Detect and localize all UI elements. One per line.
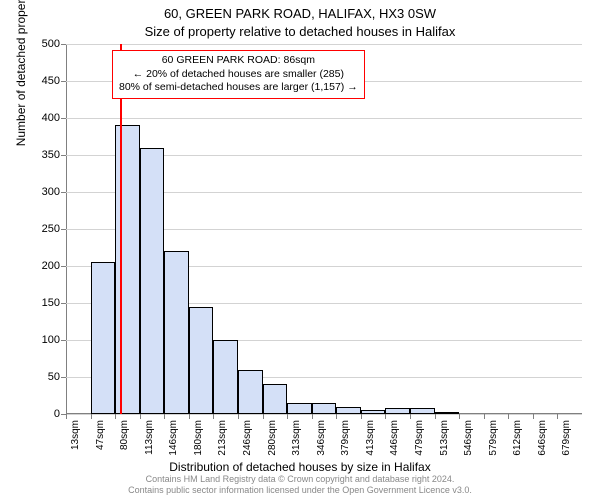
x-tick-mark bbox=[435, 414, 436, 419]
x-tick-label: 13sqm bbox=[70, 420, 81, 460]
y-tick-mark bbox=[61, 303, 66, 304]
grid-line bbox=[66, 118, 582, 119]
y-tick-label: 300 bbox=[24, 186, 60, 198]
x-tick-mark bbox=[287, 414, 288, 419]
x-tick-mark bbox=[66, 414, 67, 419]
x-tick-mark bbox=[336, 414, 337, 419]
y-tick-label: 50 bbox=[24, 371, 60, 383]
y-tick-mark bbox=[61, 340, 66, 341]
histogram-bar bbox=[213, 340, 238, 414]
chart-title-address: 60, GREEN PARK ROAD, HALIFAX, HX3 0SW bbox=[0, 6, 600, 21]
histogram-bar bbox=[336, 407, 361, 414]
x-tick-label: 612sqm bbox=[512, 420, 523, 460]
annotation-line1: 60 GREEN PARK ROAD: 86sqm bbox=[119, 54, 358, 68]
reference-line bbox=[120, 44, 122, 414]
x-tick-label: 679sqm bbox=[561, 420, 572, 460]
chart-title-desc: Size of property relative to detached ho… bbox=[0, 24, 600, 39]
annotation-box: 60 GREEN PARK ROAD: 86sqm← 20% of detach… bbox=[112, 50, 365, 99]
annotation-line3: 80% of semi-detached houses are larger (… bbox=[119, 81, 358, 95]
x-tick-label: 113sqm bbox=[144, 420, 155, 460]
x-tick-label: 80sqm bbox=[119, 420, 130, 460]
histogram-bar bbox=[287, 403, 312, 414]
x-tick-mark bbox=[385, 414, 386, 419]
histogram-bar bbox=[91, 262, 116, 414]
y-tick-label: 450 bbox=[24, 75, 60, 87]
y-tick-mark bbox=[61, 118, 66, 119]
x-tick-label: 280sqm bbox=[267, 420, 278, 460]
histogram-bar bbox=[140, 148, 165, 414]
x-tick-mark bbox=[115, 414, 116, 419]
x-axis-label: Distribution of detached houses by size … bbox=[0, 460, 600, 474]
x-tick-mark bbox=[508, 414, 509, 419]
x-tick-label: 313sqm bbox=[291, 420, 302, 460]
x-tick-mark bbox=[484, 414, 485, 419]
x-tick-mark bbox=[263, 414, 264, 419]
x-tick-label: 446sqm bbox=[389, 420, 400, 460]
x-tick-mark bbox=[533, 414, 534, 419]
x-tick-mark bbox=[557, 414, 558, 419]
histogram-bar bbox=[410, 408, 435, 414]
x-tick-label: 646sqm bbox=[537, 420, 548, 460]
y-tick-mark bbox=[61, 44, 66, 45]
chart-container: 60, GREEN PARK ROAD, HALIFAX, HX3 0SW Si… bbox=[0, 0, 600, 500]
x-tick-mark bbox=[410, 414, 411, 419]
x-tick-label: 479sqm bbox=[414, 420, 425, 460]
y-tick-mark bbox=[61, 81, 66, 82]
y-tick-label: 200 bbox=[24, 260, 60, 272]
x-tick-label: 413sqm bbox=[365, 420, 376, 460]
y-tick-label: 0 bbox=[24, 408, 60, 420]
histogram-bar bbox=[238, 370, 263, 414]
histogram-bar bbox=[164, 251, 189, 414]
x-tick-label: 213sqm bbox=[217, 420, 228, 460]
x-tick-label: 513sqm bbox=[439, 420, 450, 460]
x-tick-label: 546sqm bbox=[463, 420, 474, 460]
histogram-bar bbox=[385, 408, 410, 414]
grid-line bbox=[66, 44, 582, 45]
x-tick-label: 379sqm bbox=[340, 420, 351, 460]
y-tick-label: 250 bbox=[24, 223, 60, 235]
histogram-bar bbox=[312, 403, 337, 414]
footer-line1: Contains HM Land Registry data © Crown c… bbox=[0, 474, 600, 485]
histogram-bar bbox=[189, 307, 214, 414]
x-tick-mark bbox=[189, 414, 190, 419]
y-tick-label: 150 bbox=[24, 297, 60, 309]
y-tick-mark bbox=[61, 192, 66, 193]
y-tick-mark bbox=[61, 229, 66, 230]
x-tick-mark bbox=[361, 414, 362, 419]
x-tick-mark bbox=[238, 414, 239, 419]
y-tick-label: 500 bbox=[24, 38, 60, 50]
y-axis-label: Number of detached properties bbox=[14, 0, 28, 146]
x-tick-label: 47sqm bbox=[95, 420, 106, 460]
y-tick-mark bbox=[61, 155, 66, 156]
x-tick-label: 146sqm bbox=[168, 420, 179, 460]
plot-area bbox=[66, 44, 582, 414]
grid-line bbox=[66, 414, 582, 415]
x-tick-label: 180sqm bbox=[193, 420, 204, 460]
y-tick-mark bbox=[61, 377, 66, 378]
histogram-bar bbox=[435, 412, 460, 414]
y-tick-label: 350 bbox=[24, 149, 60, 161]
x-tick-label: 346sqm bbox=[316, 420, 327, 460]
x-tick-mark bbox=[312, 414, 313, 419]
y-tick-mark bbox=[61, 266, 66, 267]
x-tick-mark bbox=[213, 414, 214, 419]
x-tick-label: 246sqm bbox=[242, 420, 253, 460]
x-tick-mark bbox=[164, 414, 165, 419]
annotation-line2: ← 20% of detached houses are smaller (28… bbox=[119, 68, 358, 82]
x-tick-mark bbox=[459, 414, 460, 419]
y-tick-label: 400 bbox=[24, 112, 60, 124]
histogram-bar bbox=[361, 410, 386, 414]
footer-credits: Contains HM Land Registry data © Crown c… bbox=[0, 474, 600, 497]
footer-line2: Contains public sector information licen… bbox=[0, 485, 600, 496]
y-tick-label: 100 bbox=[24, 334, 60, 346]
histogram-bar bbox=[263, 384, 288, 414]
x-tick-mark bbox=[140, 414, 141, 419]
x-tick-mark bbox=[91, 414, 92, 419]
histogram-bar bbox=[115, 125, 140, 414]
x-tick-label: 579sqm bbox=[488, 420, 499, 460]
